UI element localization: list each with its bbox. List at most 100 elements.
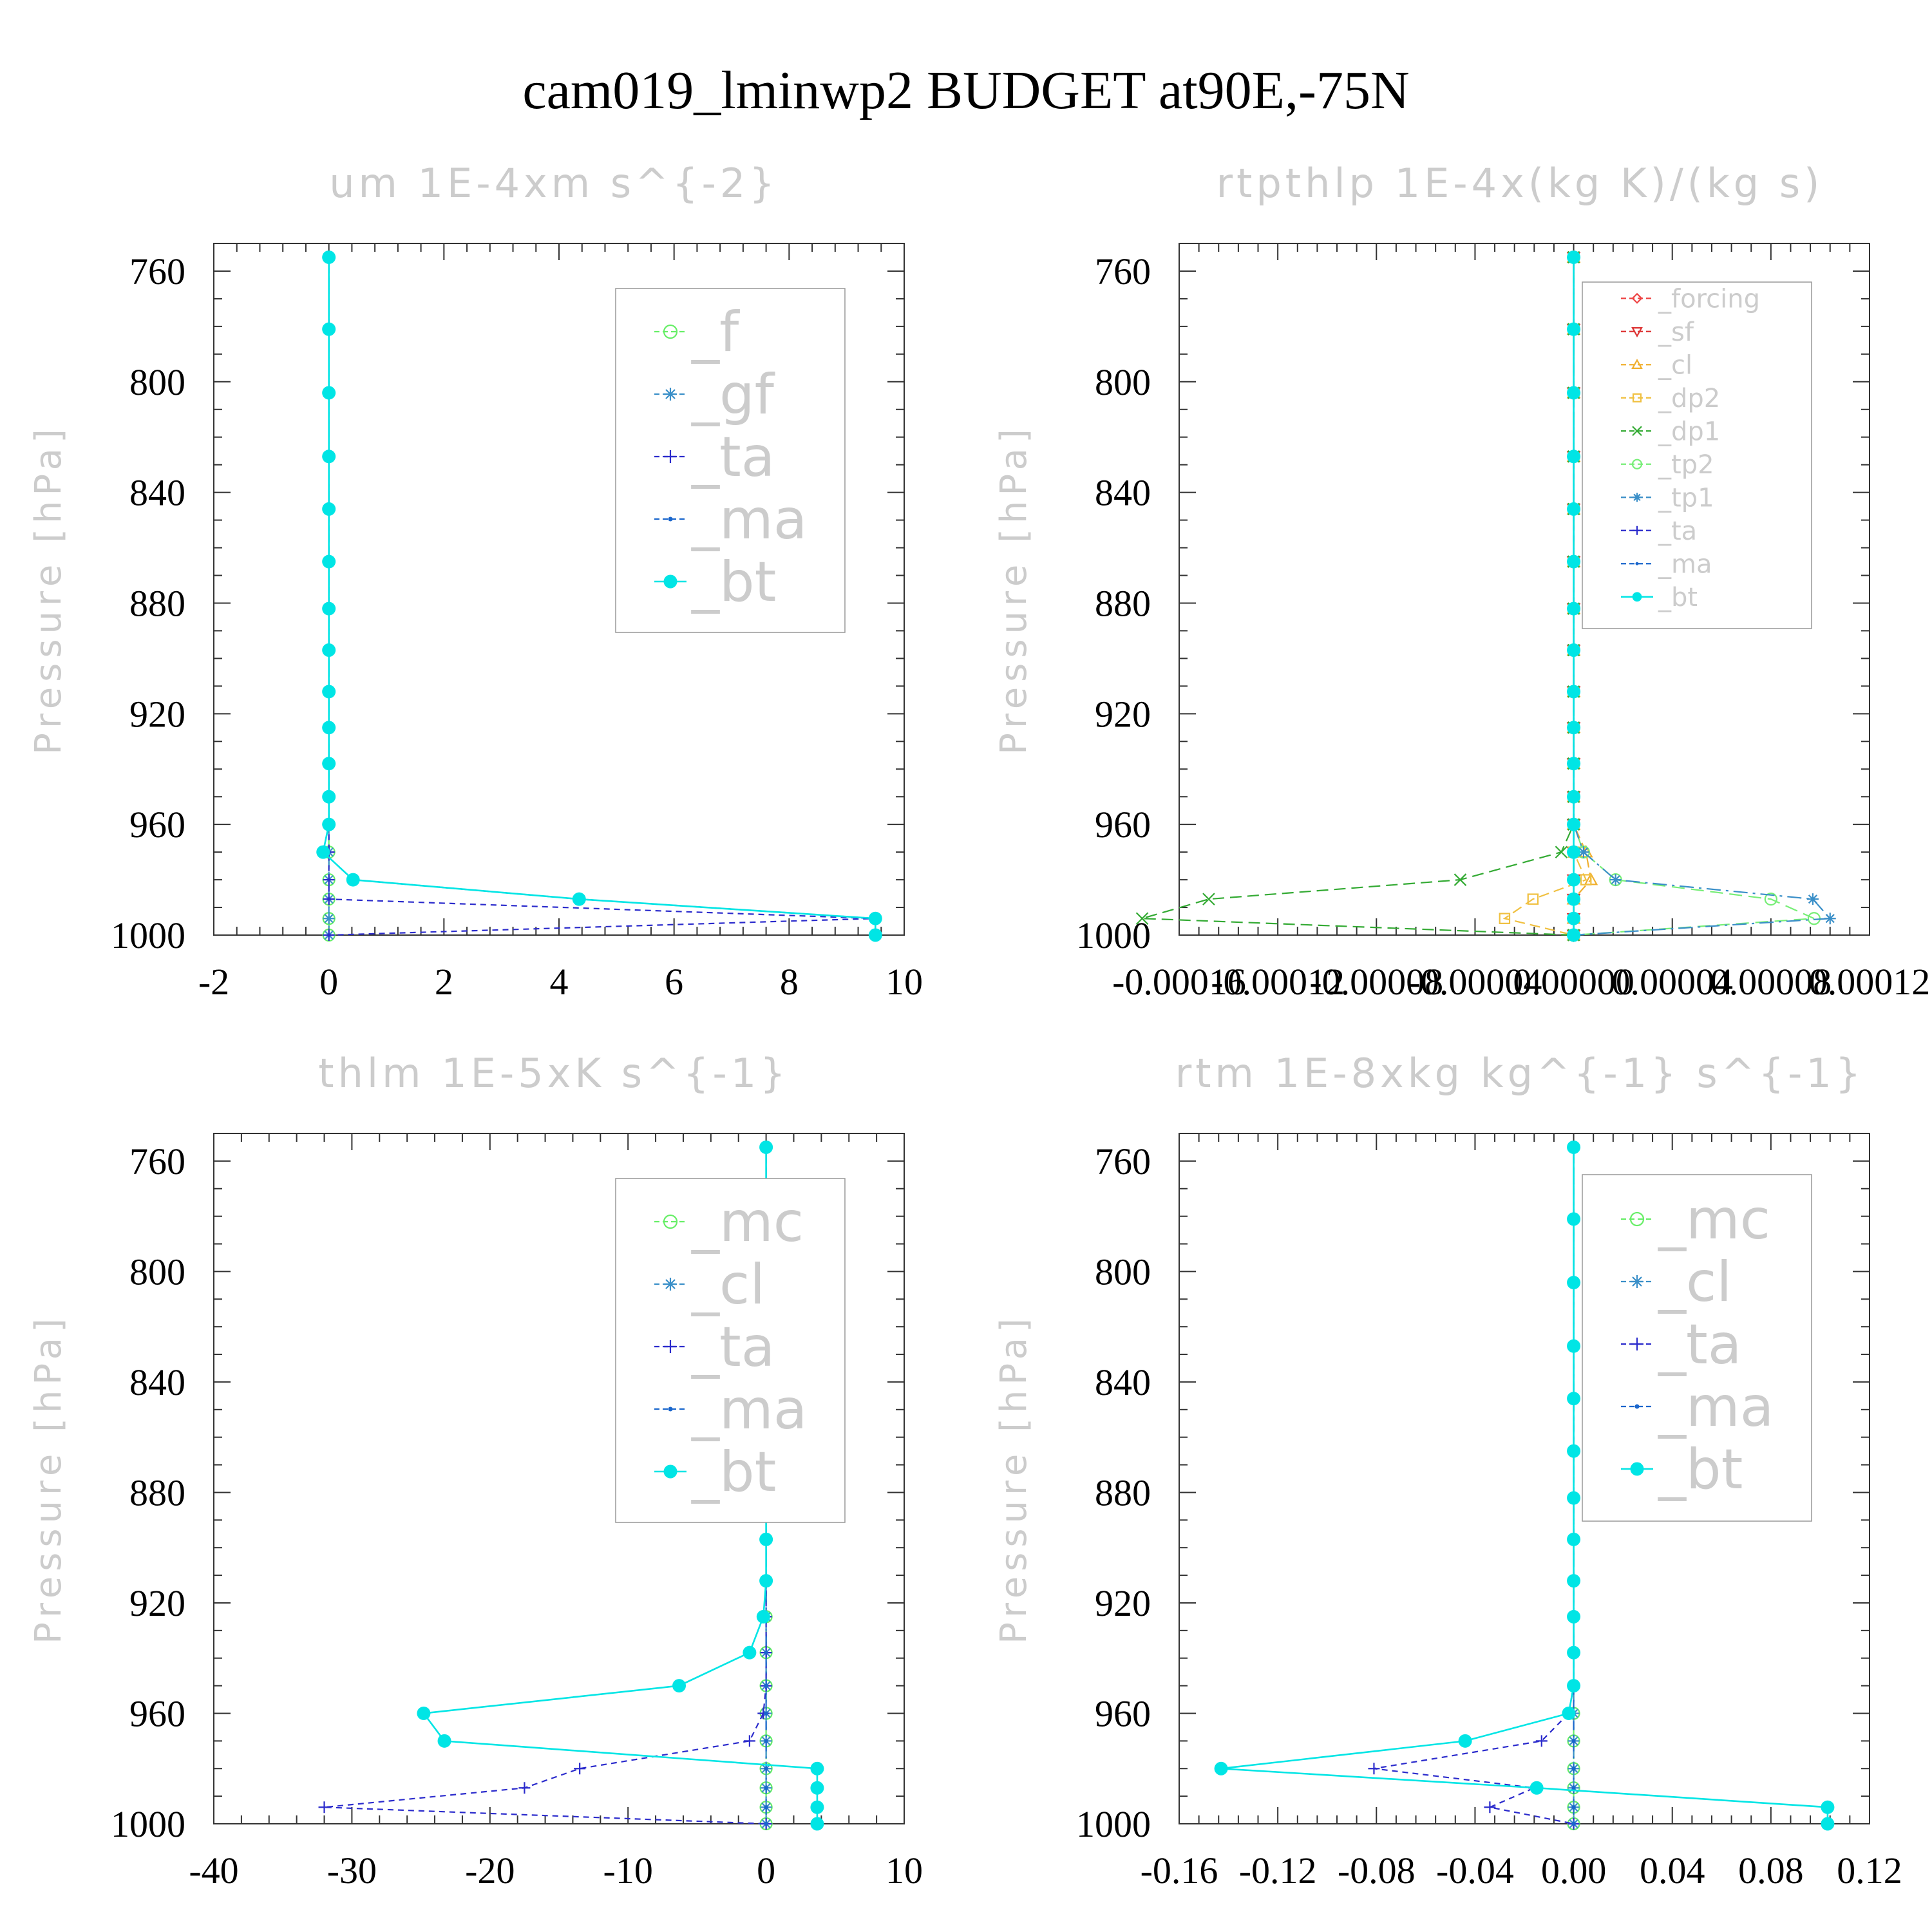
series-markers [316, 250, 882, 942]
data-marker [1567, 928, 1581, 942]
x-tick-label: -2 [198, 961, 229, 1003]
data-marker [1567, 1339, 1581, 1353]
data-marker [1567, 790, 1581, 804]
data-marker [759, 1532, 773, 1546]
y-tick-label: 1000 [111, 914, 185, 956]
data-marker [323, 893, 335, 905]
data-marker [743, 1645, 757, 1660]
x-tick-label: 0.00008 [1710, 961, 1832, 1003]
legend-label: _gf [691, 363, 775, 427]
series-group [1214, 1140, 1835, 1831]
x-tick-label: 0.12 [1837, 1850, 1902, 1891]
y-tick-label: 800 [1095, 361, 1151, 403]
legend-label: _ma [1658, 549, 1712, 579]
x-tick-label: -0.16 [1141, 1850, 1218, 1891]
legend-label: _ta [1658, 1312, 1741, 1377]
y-tick-label: 920 [129, 693, 185, 735]
data-marker [663, 1464, 677, 1479]
legend-label: _ta [691, 425, 775, 489]
data-marker [764, 1711, 768, 1716]
data-marker [1567, 1212, 1581, 1226]
data-marker [664, 388, 677, 401]
series-markers [1135, 251, 1580, 942]
x-ticks: -40 -30 -20 -10 0 10 [189, 1133, 923, 1891]
y-ticks: 760 800 840 880 920 960 1000 [111, 1141, 904, 1845]
panel-title: thlm 1E-5xK s^{-1} [318, 1050, 789, 1097]
data-marker [322, 685, 336, 699]
plot-frame [1179, 1133, 1870, 1824]
legend: _f_gf_ta_ma_bt [615, 288, 846, 633]
legend-label: _f [691, 300, 740, 365]
legend: _mc_cl_ta_ma_bt [615, 1178, 846, 1523]
data-marker [1580, 874, 1592, 886]
data-marker [322, 601, 336, 616]
data-marker [1202, 893, 1215, 905]
data-marker [518, 1782, 531, 1794]
legend-label: _bt [691, 1440, 776, 1504]
data-marker [323, 913, 335, 925]
data-marker [743, 1735, 755, 1747]
data-marker [1631, 327, 1643, 338]
data-marker [1555, 846, 1568, 858]
x-tick-label: -0.04 [1436, 1850, 1514, 1891]
y-tick-label: 920 [1095, 1582, 1151, 1624]
data-marker [1631, 1275, 1643, 1288]
x-tick-label: 8 [780, 961, 799, 1003]
data-marker [810, 1761, 824, 1776]
x-tick-label: 0 [319, 961, 338, 1003]
legend: _mc_cl_ta_ma_bt [1582, 1174, 1812, 1522]
data-marker [1567, 845, 1581, 859]
data-marker [1633, 526, 1642, 535]
panel-title: rtpthlp 1E-4x(kg K)/(kg s) [1217, 160, 1824, 207]
legend-label: _bt [1658, 1437, 1743, 1502]
data-marker [1535, 1735, 1548, 1747]
data-marker [1632, 426, 1642, 437]
data-marker [664, 450, 677, 463]
series-markers [1368, 1141, 1580, 1830]
legend-label: _tp2 [1658, 450, 1714, 480]
data-marker [322, 502, 336, 516]
panel-1: um 1E-4xm s^{-2}Pressure [hPa]7608008408… [28, 160, 923, 1003]
data-marker [1609, 874, 1622, 886]
y-tick-label: 920 [129, 1582, 185, 1624]
data-marker [759, 1574, 773, 1588]
data-marker [1567, 1645, 1581, 1660]
x-tick-label: 2 [435, 961, 453, 1003]
y-tick-label: 880 [129, 1472, 185, 1513]
x-tick-label: 10 [886, 961, 923, 1003]
data-marker [346, 873, 360, 887]
legend-label: _ta [1658, 516, 1697, 546]
data-marker [672, 1679, 687, 1693]
legend-label: _ta [691, 1315, 775, 1379]
x-tick-label: 0.00 [1541, 1850, 1607, 1891]
legend-label: _ma [691, 488, 807, 552]
data-marker [322, 554, 336, 569]
legend-box [1582, 1174, 1812, 1522]
data-marker [764, 1683, 768, 1688]
x-ticks: -0.00016-0.00012-0.00008-0.000040.000000… [1112, 243, 1930, 1003]
x-tick-label: -0.00008 [1309, 961, 1443, 1003]
data-marker [868, 928, 882, 942]
data-marker [756, 1609, 770, 1624]
data-marker [1567, 502, 1581, 516]
data-marker [1806, 893, 1819, 905]
data-marker [1567, 1609, 1581, 1624]
legend-label: _mc [691, 1190, 804, 1255]
data-marker [1571, 1821, 1576, 1826]
data-marker [1631, 292, 1643, 304]
y-tick-label: 960 [129, 804, 185, 846]
y-axis-label: Pressure [hPa] [28, 1313, 70, 1644]
y-tick-label: 960 [1095, 804, 1151, 846]
data-marker [1567, 892, 1581, 906]
data-marker [322, 721, 336, 735]
data-marker [1577, 846, 1589, 858]
x-tick-label: -10 [603, 1850, 653, 1891]
data-marker [322, 817, 336, 831]
y-tick-label: 840 [1095, 1361, 1151, 1403]
data-marker [1630, 1462, 1644, 1476]
data-marker [663, 574, 677, 589]
y-tick-label: 920 [1095, 693, 1151, 735]
data-marker [664, 1340, 677, 1353]
data-marker [1567, 911, 1581, 925]
data-marker [1567, 1444, 1581, 1458]
